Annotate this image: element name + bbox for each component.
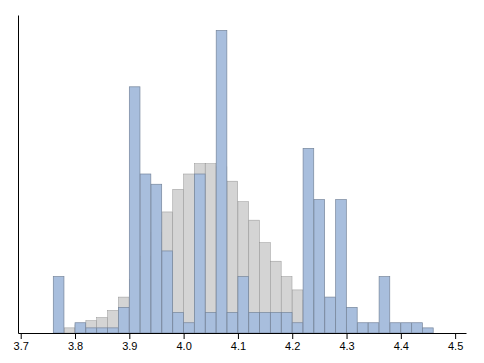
x-tick: 4.4 [394,333,409,352]
histogram-bar [227,312,238,333]
histogram-bar [184,323,195,333]
histogram-bar [86,328,97,333]
histogram-bar [216,30,227,333]
x-tick-mark [184,333,185,339]
histogram-bar [129,87,140,333]
histogram-bar [86,321,97,333]
bars [53,30,433,333]
histogram-bar [271,261,282,333]
plot: 3.7 3.8 3.9 4.0 4.1 4.2 4.3 4.4 4.5 [14,16,467,352]
x-tick-label: 4.2 [285,340,300,352]
histogram-bar [379,277,390,333]
histogram-bar [162,212,173,333]
x-tick: 4.3 [339,333,354,352]
x-tick-label: 3.9 [122,340,137,352]
histogram-bar [357,323,368,333]
histogram-bar [325,297,336,333]
y-axis [18,16,19,334]
histogram-bar [97,328,108,333]
x-tick-label: 4.3 [339,340,354,352]
x-tick: 3.7 [14,333,29,352]
histogram-bar [118,307,129,333]
histogram-bar [292,290,303,333]
histogram-bar [97,318,108,333]
x-tick-label: 4.0 [176,340,191,352]
x-tick: 4.5 [448,333,463,352]
histogram-bar [238,277,249,333]
x-tick-mark [347,333,348,339]
histogram-bar [281,277,292,333]
x-tick: 4.1 [231,333,246,352]
histogram-bar [194,174,205,333]
histogram-bar [75,323,86,333]
histogram-bar [314,200,325,333]
histogram-bar [401,323,412,333]
y-axis-line [18,16,19,334]
x-tick-mark [21,333,22,339]
histogram-bar [173,312,184,333]
x-tick-mark [238,333,239,339]
histogram-bar [227,181,238,333]
histogram-bar [118,297,129,333]
histogram-bar [140,174,151,333]
histogram-bar [162,251,173,333]
x-tick: 4.0 [176,333,191,352]
histogram-bar [390,323,401,333]
histogram-bar [151,184,162,333]
x-tick: 3.9 [122,333,137,352]
histogram-bar [53,277,64,333]
histogram-bar [64,328,75,333]
x-tick-mark [455,333,456,339]
x-tick-label: 4.1 [231,340,246,352]
histogram-bar [108,310,119,333]
x-tick-mark [401,333,402,339]
x-axis-line [19,333,467,334]
histogram-bar [205,164,216,333]
histogram-bar [347,307,358,333]
histogram-bar [271,312,282,333]
x-tick-mark [75,333,76,339]
x-tick-label: 4.5 [448,340,463,352]
x-tick-mark [129,333,130,339]
histogram-bar [292,323,303,333]
histogram-bar [184,174,195,333]
chart: 3.7 3.8 3.9 4.0 4.1 4.2 4.3 4.4 4.5 [0,0,484,363]
histogram-bar [412,323,423,333]
histogram-bar [281,312,292,333]
x-tick: 4.2 [285,333,300,352]
x-tick-label: 3.7 [14,340,29,352]
x-tick-label: 4.4 [394,340,409,352]
histogram-bar [336,200,347,333]
histogram-bar [368,323,379,333]
x-tick: 3.8 [68,333,83,352]
histogram-bar [238,202,249,333]
histogram-bar [260,243,271,333]
histogram-bar [303,148,314,333]
series-1 [53,30,433,333]
histogram-bar [423,328,434,333]
x-tick-mark [292,333,293,339]
histogram-bar [194,164,205,333]
x-axis: 3.7 3.8 3.9 4.0 4.1 4.2 4.3 4.4 4.5 [14,333,467,352]
histogram-bar [205,312,216,333]
histogram-bar [249,312,260,333]
histogram-bar [260,312,271,333]
histogram-bar [108,328,119,333]
histogram-bar [249,220,260,333]
histogram-bar [173,189,184,333]
x-tick-label: 3.8 [68,340,83,352]
